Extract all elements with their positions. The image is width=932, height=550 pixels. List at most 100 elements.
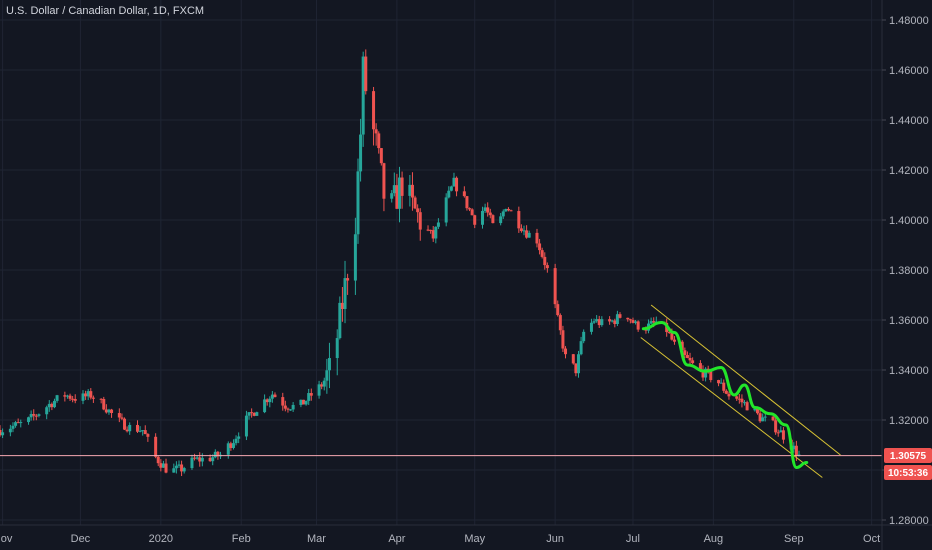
candle-body — [488, 212, 492, 216]
candle-body — [263, 399, 267, 413]
channel-lower-line[interactable] — [640, 337, 823, 478]
candle-body — [644, 329, 648, 331]
candle-body — [688, 357, 692, 361]
candle-body — [340, 302, 344, 309]
candle-body — [436, 222, 440, 227]
candle-body — [68, 395, 72, 399]
candle-body — [543, 256, 547, 266]
y-tick-label: 1.28000 — [889, 515, 929, 527]
candle-body — [123, 418, 127, 430]
y-tick-label: 1.40000 — [889, 215, 929, 227]
candle-body — [84, 393, 88, 397]
x-tick-label: Feb — [232, 533, 251, 545]
candle-body — [159, 463, 163, 468]
x-tick-label: Apr — [388, 533, 405, 545]
candle-body — [652, 321, 656, 323]
candle-body — [556, 304, 560, 316]
candle-body — [426, 229, 430, 231]
candle-body — [610, 320, 614, 322]
candle-body — [237, 436, 241, 439]
candle-body — [615, 314, 619, 325]
candle-body — [304, 400, 308, 405]
candle-body — [680, 341, 684, 351]
candle-body — [636, 321, 640, 330]
candle-body — [755, 408, 759, 414]
candle-body — [670, 332, 674, 340]
candle-body — [779, 430, 783, 433]
x-tick-label: Jul — [626, 533, 640, 545]
candle-body — [709, 370, 713, 381]
x-tick-label: Oct — [863, 533, 880, 545]
candle-body — [740, 398, 744, 403]
candle-body — [589, 322, 593, 332]
candle-body — [198, 457, 202, 462]
bar-countdown: 10:53:36 — [888, 468, 928, 479]
candle-body — [32, 414, 36, 416]
candle-body — [211, 457, 215, 462]
candle-body — [138, 430, 142, 432]
channel-upper-line[interactable] — [650, 304, 841, 456]
candle-body — [55, 395, 59, 401]
candle-body — [724, 390, 728, 394]
candle-body — [701, 369, 705, 378]
candle-body — [774, 420, 778, 433]
candle-body — [135, 424, 139, 432]
candle-body — [597, 319, 601, 326]
candle-body — [776, 432, 780, 434]
candle-body — [47, 403, 51, 408]
candle-body — [434, 226, 438, 239]
candle-body — [506, 208, 510, 211]
candle-body — [545, 265, 549, 269]
y-tick-label: 1.34000 — [889, 365, 929, 377]
candle-body — [327, 358, 331, 371]
candle-body — [164, 463, 168, 473]
candle-body — [110, 409, 114, 414]
candle-body — [519, 228, 523, 232]
candle-body — [172, 468, 176, 473]
candle-body — [735, 396, 739, 399]
x-tick-label: May — [464, 533, 485, 545]
brush-drawing[interactable] — [641, 320, 809, 470]
candle-body — [794, 445, 798, 456]
candle-body — [14, 422, 18, 426]
y-tick-label: 1.36000 — [889, 315, 929, 327]
candle-body — [52, 400, 56, 408]
candle-body — [364, 56, 368, 92]
candle-body — [107, 409, 111, 413]
candle-body — [683, 350, 687, 356]
candle-body — [281, 397, 285, 406]
y-tick-label: 1.48000 — [889, 15, 929, 27]
y-tick-label: 1.44000 — [889, 115, 929, 127]
candle-body — [34, 415, 38, 417]
candle-body — [265, 399, 269, 403]
candle-body — [27, 417, 31, 423]
x-tick-label: Sep — [784, 533, 804, 545]
candle-body — [704, 368, 708, 378]
candle-body — [346, 278, 350, 281]
candle-body — [535, 232, 539, 244]
candle-body — [273, 394, 277, 398]
candle-body — [429, 229, 433, 231]
candle-body — [582, 331, 586, 342]
candle-body — [63, 395, 67, 397]
candle-body — [338, 302, 342, 339]
candle-body — [37, 414, 41, 416]
time-axis[interactable]: Nov Dec 2020 Feb Mar Apr May Jun Jul Aug Sep Oct — [0, 533, 880, 545]
candle-body — [193, 457, 197, 459]
drawing-annotations[interactable] — [0, 304, 882, 478]
candle-body — [146, 434, 150, 437]
candle-body — [743, 402, 747, 404]
candle-body — [418, 212, 422, 230]
candle-body — [444, 197, 448, 223]
x-tick-label: Aug — [704, 533, 724, 545]
candle-body — [244, 415, 248, 437]
candle-body — [382, 163, 386, 199]
candle-body — [268, 398, 272, 403]
candle-body — [574, 363, 578, 374]
candle-body — [65, 395, 69, 397]
price-axis[interactable]: 1.48000 1.46000 1.44000 1.42000 1.40000 1.380… — [882, 15, 929, 527]
candle-body — [208, 457, 212, 462]
candle-body — [745, 402, 749, 411]
candle-body — [1, 432, 5, 436]
